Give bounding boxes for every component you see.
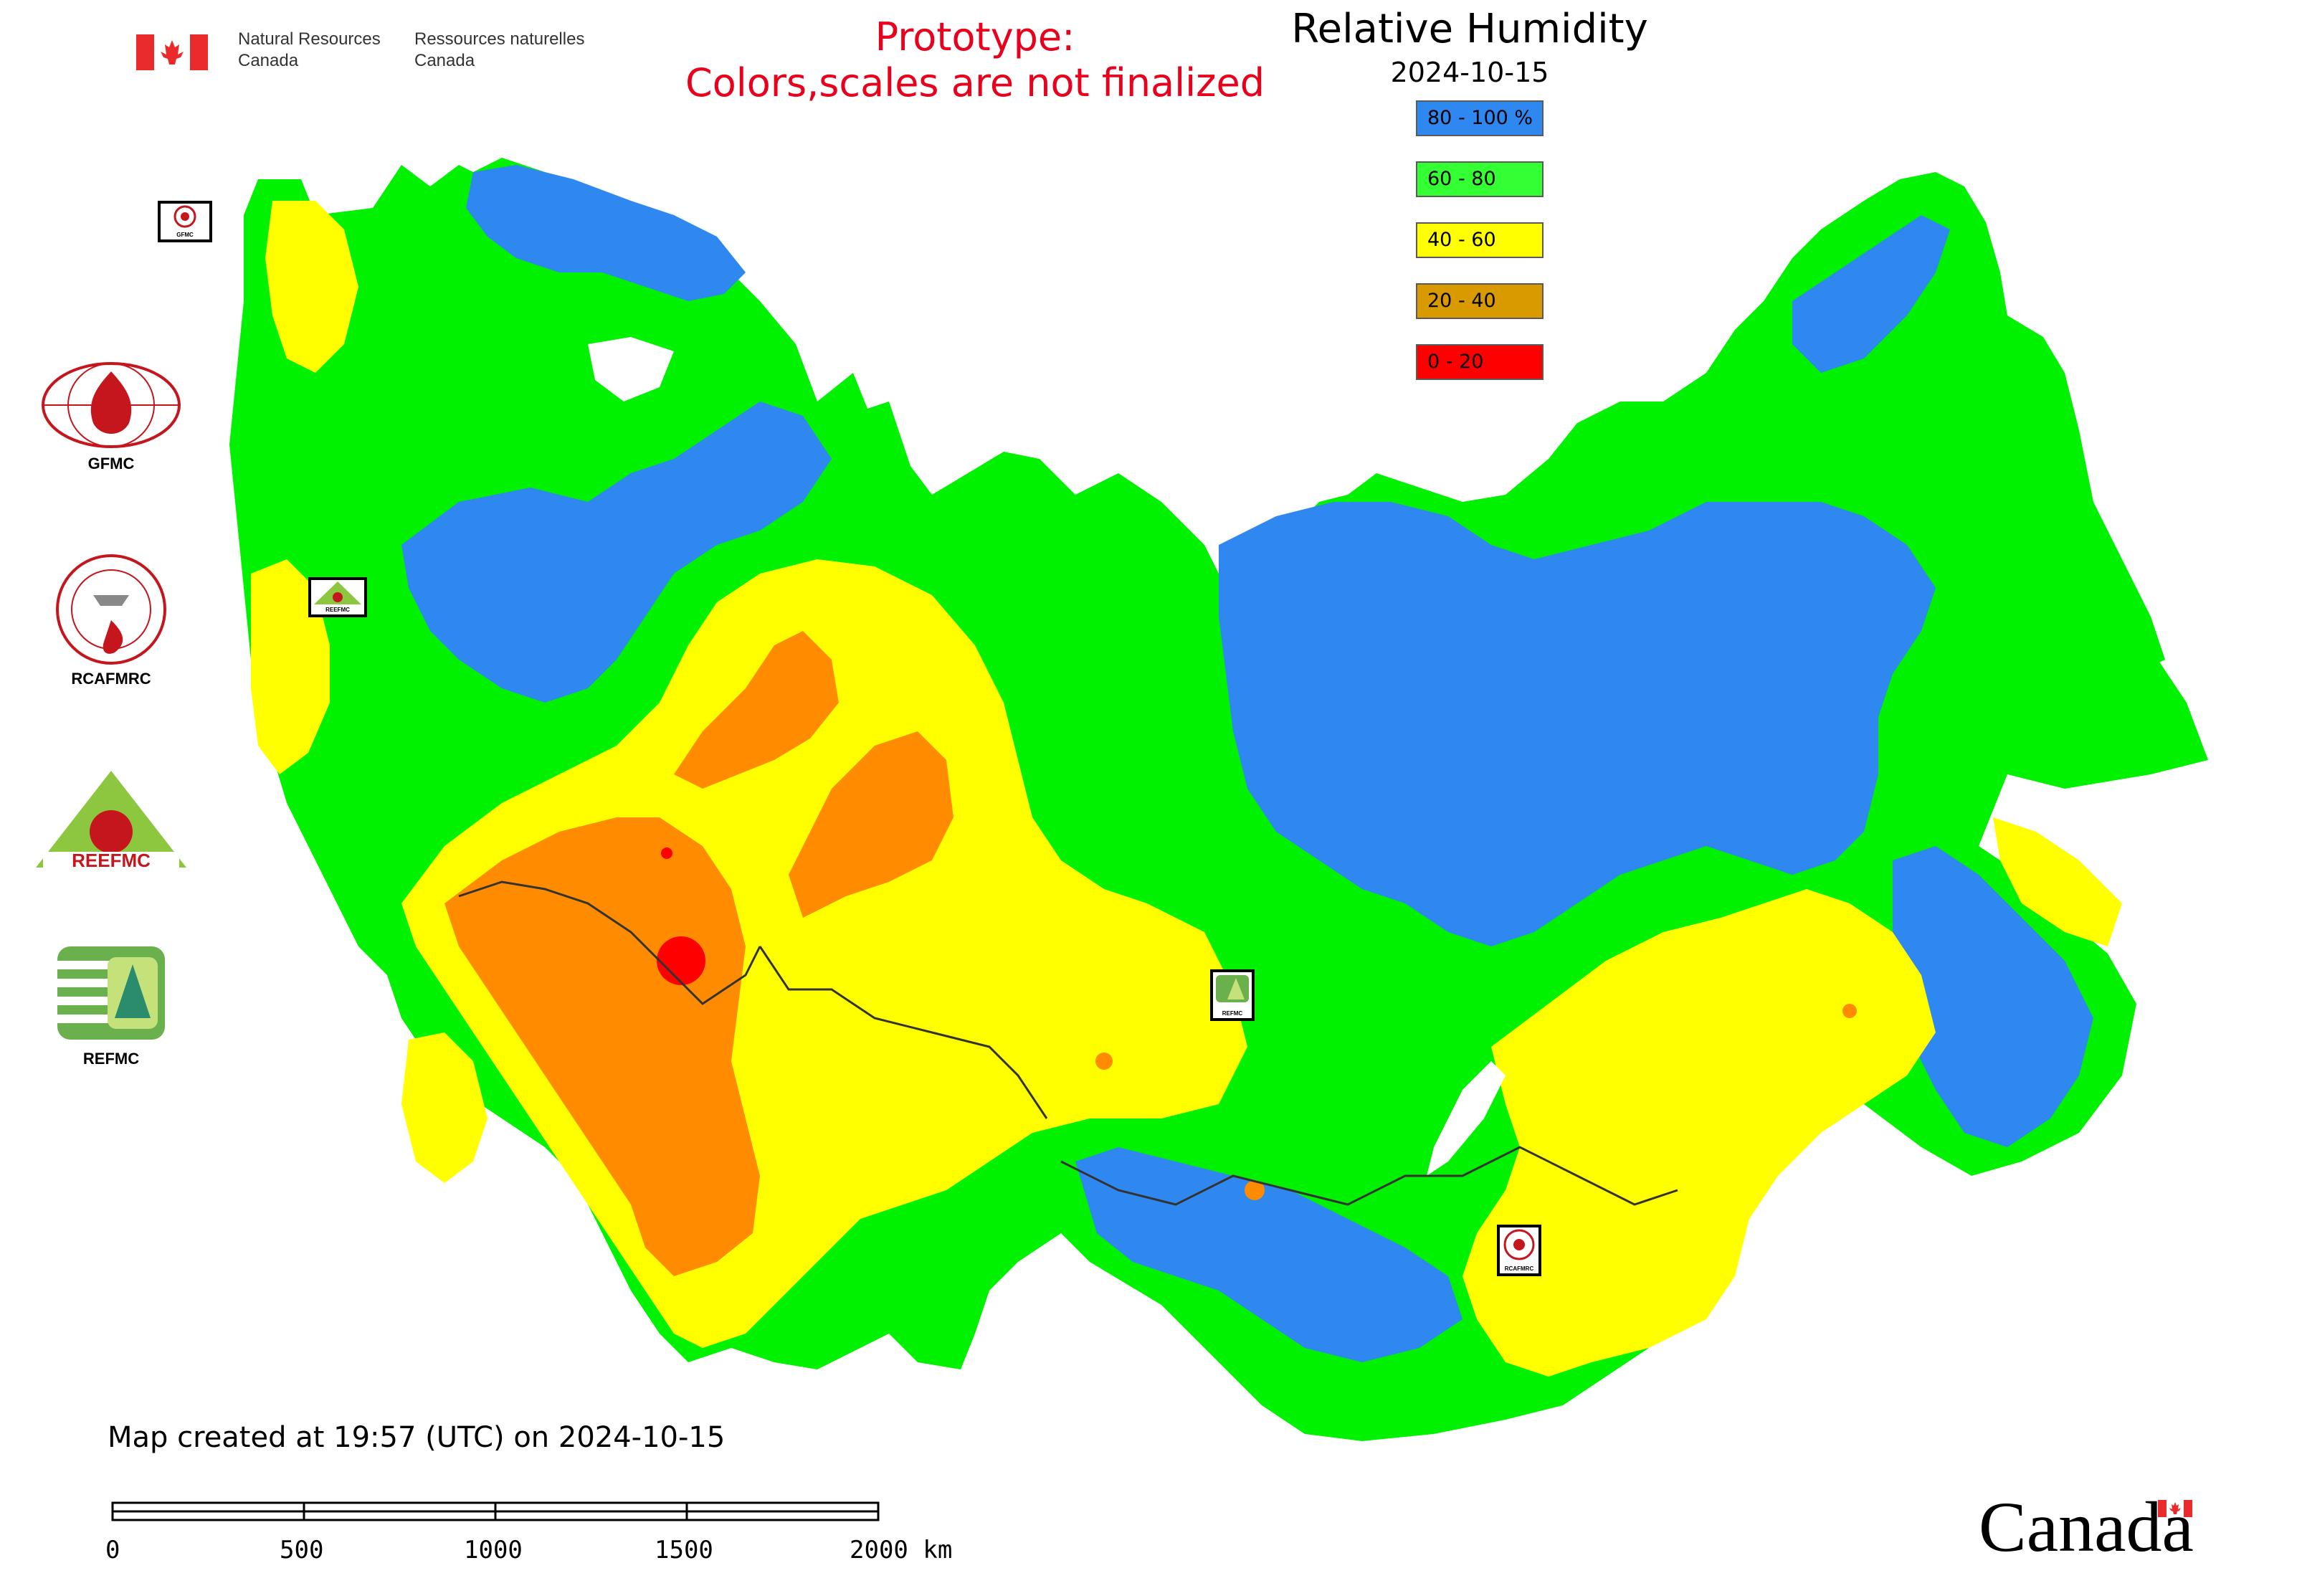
reefmc-marker-icon	[314, 581, 361, 604]
border-mongolia	[1060, 1146, 1678, 1206]
station-marker-rcafmrc[interactable]: RCAFMRC	[1497, 1225, 1541, 1276]
legend-item-40-60: 40 - 60	[1416, 222, 1544, 258]
legend-item-label: 60 - 80	[1427, 168, 1496, 190]
legend-item-label: 40 - 60	[1427, 229, 1496, 251]
prototype-notice-line1: Prototype:	[875, 14, 1075, 60]
scale-label-0: 0	[105, 1536, 120, 1564]
legend-item-80-100: 80 - 100 %	[1416, 100, 1544, 136]
svg-text:REEFMC: REEFMC	[72, 850, 151, 871]
caspian-sea	[265, 1018, 337, 1190]
zone-blue-west	[401, 402, 832, 703]
station-marker-label: REFMC	[1222, 1010, 1243, 1017]
gov-signature: Natural Resources Canada Ressources natu…	[136, 29, 609, 72]
department-name-en: Natural Resources Canada	[238, 29, 381, 72]
zone-orange-spot-2	[1095, 1053, 1113, 1070]
zone-orange-spot-3	[1842, 1004, 1857, 1018]
legend-item-label: 80 - 100 %	[1427, 107, 1533, 129]
canada-flag-icon	[136, 34, 208, 70]
department-name-en-line2: Canada	[238, 51, 299, 70]
zone-red-spot-small	[661, 847, 672, 859]
station-marker-gfmc[interactable]: GFMC	[158, 201, 212, 242]
rcafmrc-logo: RCAFMRC	[29, 552, 194, 688]
gfmc-logo-icon	[42, 362, 181, 448]
prototype-notice-line2: Colors,scales are not finalized	[685, 60, 1265, 105]
zone-blue-south	[1075, 1147, 1462, 1362]
map-created-timestamp: Map created at 19:57 (UTC) on 2024-10-15	[108, 1421, 726, 1454]
lake-baikal	[1427, 1061, 1506, 1176]
canada-wordmark-flag-icon	[2158, 1500, 2192, 1517]
zone-yellow-kamchatka	[1993, 817, 2122, 946]
zone-orange-urals	[674, 631, 839, 789]
scale-label-1500: 1500	[655, 1536, 713, 1564]
department-name-fr-line2: Canada	[414, 51, 475, 70]
department-name-fr-line1: Ressources naturelles	[414, 29, 585, 49]
scale-bar: 0 500 1000 1500 2000 km	[105, 1498, 971, 1592]
legend-title: Relative Humidity	[1291, 6, 1648, 52]
gfmc-logo-label: GFMC	[87, 455, 135, 472]
landmass-kamchatka	[1986, 373, 2165, 674]
zone-yellow-caspian	[401, 1032, 487, 1183]
station-marker-reefmc[interactable]: REEFMC	[308, 577, 367, 617]
canada-wordmark: Canada	[1979, 1487, 2194, 1567]
department-name-en-line1: Natural Resources	[238, 29, 381, 49]
legend-item-label: 20 - 40	[1427, 290, 1496, 312]
scale-label-1000: 1000	[464, 1536, 523, 1564]
zone-orange-westsiberia	[789, 731, 953, 918]
gfmc-marker-icon	[173, 205, 196, 228]
scale-label-500: 500	[280, 1536, 324, 1564]
prototype-notice: Prototype: Colors,scales are not finaliz…	[617, 14, 1333, 106]
zone-orange-kazakhstan	[444, 817, 760, 1276]
rcafmrc-logo-label: RCAFMRC	[71, 670, 151, 688]
zone-yellow-baikal	[1462, 889, 1936, 1377]
refmc-marker-icon	[1216, 975, 1249, 1002]
scale-bar-graphic	[111, 1501, 880, 1521]
reefmc-logo-icon: REEFMC	[36, 771, 186, 871]
zone-yellow-northwest	[265, 201, 358, 373]
legend-item-label: 0 - 20	[1427, 351, 1484, 373]
kola-region	[466, 165, 746, 301]
department-name-fr: Ressources naturelles Canada	[414, 29, 584, 72]
station-marker-refmc[interactable]: REFMC	[1210, 969, 1255, 1021]
legend-item-0-20: 0 - 20	[1416, 344, 1544, 380]
legend-item-20-40: 20 - 40	[1416, 283, 1544, 319]
rcafmrc-marker-icon	[1503, 1229, 1535, 1260]
zone-blue-east	[1893, 846, 2093, 1147]
zone-blue-siberia	[1219, 502, 1936, 946]
refmc-logo-label: REFMC	[82, 1050, 140, 1068]
refmc-logo-icon	[57, 946, 165, 1040]
station-marker-label: REEFMC	[325, 607, 350, 613]
station-marker-label: RCAFMRC	[1504, 1265, 1534, 1272]
legend-date: 2024-10-15	[1390, 57, 1549, 88]
station-marker-label: GFMC	[176, 232, 194, 238]
gfmc-logo: GFMC	[29, 358, 194, 473]
legend-item-60-80: 60 - 80	[1416, 161, 1544, 197]
border-kazakhstan	[458, 880, 1048, 1119]
zone-orange-spot-1	[1245, 1180, 1265, 1200]
zone-blue-chukotka	[1792, 215, 1950, 373]
refmc-logo: REFMC	[29, 946, 194, 1068]
zone-red-spot	[657, 936, 705, 985]
rcafmrc-logo-icon	[56, 554, 166, 665]
reefmc-logo: REEFMC	[29, 767, 194, 878]
white-sea	[588, 337, 674, 402]
scale-label-2000: 2000 km	[850, 1536, 953, 1564]
